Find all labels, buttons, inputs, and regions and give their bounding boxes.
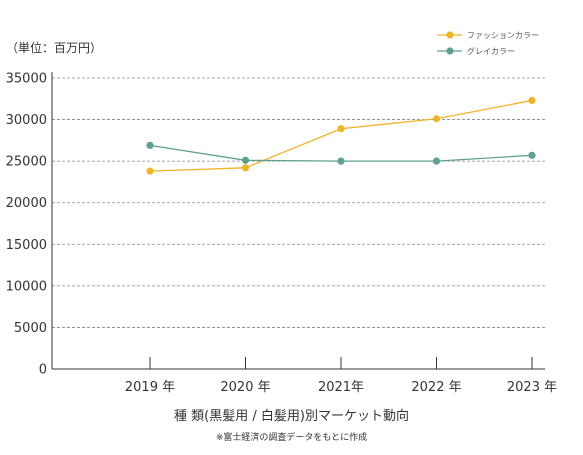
data-point xyxy=(241,164,250,172)
x-tick-label: 2023 年 xyxy=(507,380,557,395)
data-point xyxy=(432,115,441,123)
y-tick-label: 10000 xyxy=(6,279,47,294)
y-tick-label: 25000 xyxy=(6,155,47,170)
series-group xyxy=(146,96,536,175)
x-axis-ticks: 2019 年 2020 年 2021年 2022 年 2023 年 xyxy=(125,357,557,395)
y-axis-ticks: 35000 30000 25000 20000 15000 10000 5000 0 xyxy=(6,72,47,378)
data-point xyxy=(432,157,441,165)
data-point xyxy=(146,141,154,149)
x-tick-label: 2021年 xyxy=(318,380,364,395)
grid-lines xyxy=(52,77,545,328)
data-point xyxy=(528,151,536,159)
data-point xyxy=(528,96,536,105)
data-point xyxy=(337,157,345,165)
y-tick-label: 30000 xyxy=(6,113,47,128)
data-point xyxy=(337,125,345,133)
axes xyxy=(51,72,545,370)
unit-label: （単位：百万円） xyxy=(6,41,103,55)
x-tick-label: 2020 年 xyxy=(220,380,270,395)
y-tick-label: 15000 xyxy=(6,238,47,253)
y-tick-label: 35000 xyxy=(6,72,47,87)
legend-label: グレイカラー xyxy=(467,46,515,56)
legend-marker xyxy=(446,47,454,55)
y-tick-label: 0 xyxy=(39,363,47,378)
chart-title: 種 類(黒髪用 / 白髪用)別マーケット動向 xyxy=(174,409,409,424)
legend-label: ファッションカラー xyxy=(467,31,539,40)
y-tick-label: 20000 xyxy=(6,196,47,211)
y-tick-label: 5000 xyxy=(14,321,47,336)
legend-marker xyxy=(446,31,454,39)
source-note: ※富士経済の調査データをもとに作成 xyxy=(215,433,368,443)
data-point xyxy=(146,167,154,175)
x-tick-label: 2022 年 xyxy=(411,380,461,395)
x-tick-label: 2019 年 xyxy=(125,380,175,395)
data-point xyxy=(241,156,250,164)
